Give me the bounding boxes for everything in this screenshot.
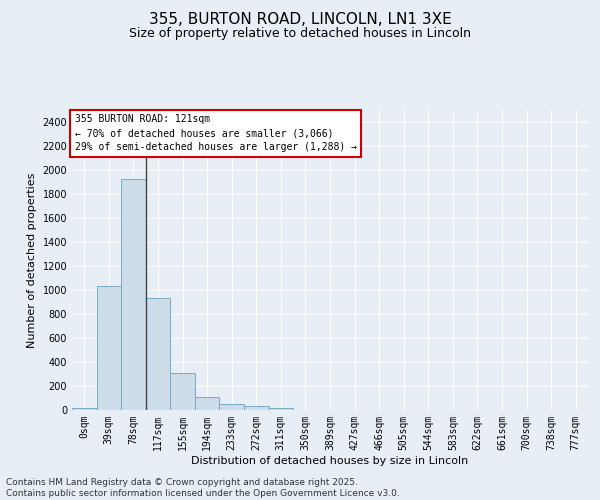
Bar xyxy=(146,298,170,410)
Y-axis label: Number of detached properties: Number of detached properties xyxy=(27,172,37,348)
Text: 355 BURTON ROAD: 121sqm
← 70% of detached houses are smaller (3,066)
29% of semi: 355 BURTON ROAD: 121sqm ← 70% of detache… xyxy=(74,114,356,152)
Bar xyxy=(121,179,146,410)
Text: 355, BURTON ROAD, LINCOLN, LN1 3XE: 355, BURTON ROAD, LINCOLN, LN1 3XE xyxy=(149,12,451,28)
Bar xyxy=(97,286,121,410)
Bar xyxy=(244,406,269,410)
Text: Size of property relative to detached houses in Lincoln: Size of property relative to detached ho… xyxy=(129,28,471,40)
Bar xyxy=(195,397,220,410)
Bar xyxy=(72,408,97,410)
Bar xyxy=(170,373,195,410)
Text: Contains HM Land Registry data © Crown copyright and database right 2025.
Contai: Contains HM Land Registry data © Crown c… xyxy=(6,478,400,498)
X-axis label: Distribution of detached houses by size in Lincoln: Distribution of detached houses by size … xyxy=(191,456,469,466)
Bar xyxy=(269,408,293,410)
Bar xyxy=(220,404,244,410)
